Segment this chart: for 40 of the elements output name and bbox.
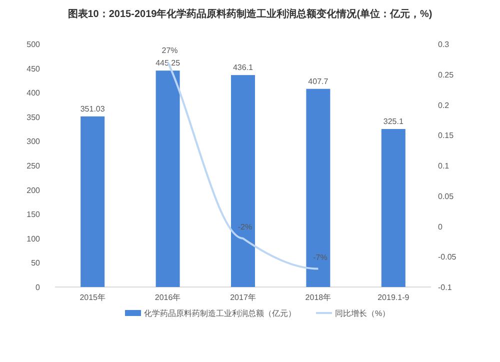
x-tick-label: 2018年 — [305, 293, 332, 302]
x-tick-label: 2016年 — [154, 293, 181, 302]
x-tick-label: 2019.1-9 — [378, 293, 410, 302]
y2-tick-label: -0.05 — [438, 252, 457, 262]
y-tick-label: 300 — [26, 137, 41, 146]
data-label: -7% — [313, 252, 328, 262]
y-tick-label: 450 — [26, 64, 41, 74]
bar — [231, 75, 255, 287]
y-tick-label: 350 — [26, 112, 41, 122]
y-tick-label: 250 — [26, 162, 41, 170]
y2-tick-label: 0.3 — [438, 40, 450, 49]
y2-tick-label: 0.1 — [438, 162, 450, 170]
data-label: 436.1 — [232, 63, 254, 72]
y-tick-label: 150 — [26, 210, 41, 220]
y2-tick-label: 0 — [438, 222, 443, 232]
y2-tick-label: 0.15 — [438, 131, 454, 140]
legend-label: 化学药品原料药制造工业利润总额（亿元） — [144, 309, 296, 318]
y2-tick-label: 0.25 — [438, 70, 454, 80]
chart-title: 图表10：2015-2019年化学药品原料药制造工业利润总额变化情况(单位：亿元，%) — [68, 8, 432, 20]
legend-label: 同比增长（%） — [335, 309, 390, 318]
y-tick-label: 100 — [26, 234, 41, 244]
data-label: 325.1 — [383, 117, 404, 126]
y2-tick-label: 0.2 — [438, 100, 450, 110]
y-tick-label: 500 — [26, 40, 41, 49]
y2-tick-label: -0.1 — [438, 283, 452, 292]
data-label: 27% — [162, 46, 178, 56]
bar — [306, 88, 330, 287]
data-label: 407.7 — [308, 76, 329, 86]
y-tick-label: 200 — [26, 186, 41, 195]
bar — [156, 70, 180, 287]
bar — [80, 116, 105, 287]
data-label: -2% — [238, 222, 252, 232]
y2-tick-label: 0.05 — [438, 192, 454, 201]
x-tick-label: 2015年 — [80, 293, 106, 302]
bar — [381, 129, 406, 287]
y-tick-label: 400 — [26, 88, 41, 98]
data-label: 351.03 — [80, 104, 106, 114]
x-tick-label: 2017年 — [230, 293, 256, 302]
y-tick-label: 50 — [31, 258, 41, 268]
y-tick-label: 0 — [36, 283, 41, 292]
